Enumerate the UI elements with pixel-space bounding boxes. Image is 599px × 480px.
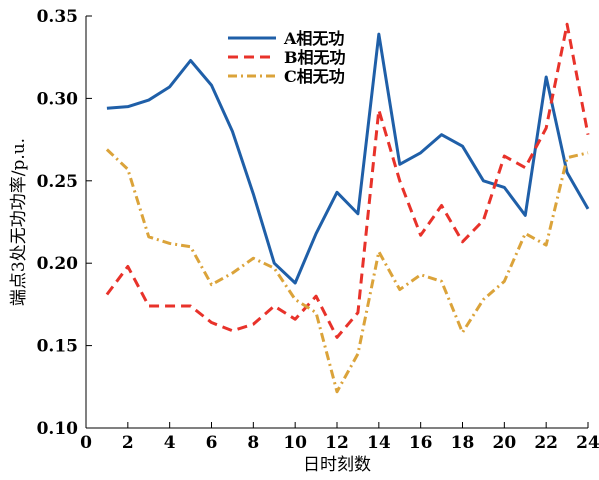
legend-label-2: B相无功 xyxy=(284,48,346,67)
legend-label-1: A相无功 xyxy=(283,29,344,48)
x-tick-label: 20 xyxy=(492,433,516,453)
series-line-3 xyxy=(105,148,589,394)
x-tick-label: 2 xyxy=(122,433,134,453)
legend-label-3: C相无功 xyxy=(284,67,345,86)
y-tick-label: 0.25 xyxy=(37,172,78,192)
x-tick-label: 8 xyxy=(247,433,259,453)
y-tick-label: 0.35 xyxy=(37,7,78,27)
y-tick-label: 0.20 xyxy=(37,254,79,274)
y-axis-title: 端点3处无功功率/p.u. xyxy=(9,138,29,306)
x-tick-label: 10 xyxy=(283,433,307,453)
x-axis-title: 日时刻数 xyxy=(303,455,371,475)
x-tick-label: 4 xyxy=(164,433,176,453)
x-tick-label: 18 xyxy=(451,433,475,453)
series-layer xyxy=(105,22,590,394)
x-tick-label: 0 xyxy=(80,433,92,453)
y-tick-label: 0.15 xyxy=(37,337,78,357)
x-tick-label: 22 xyxy=(534,433,558,453)
ticks-layer: 0 2 4 6 8 10 12 14 16 18 20 22 240.100.150.200.250.3… xyxy=(37,7,599,453)
x-tick-label: 6 xyxy=(206,433,218,453)
x-tick-label: 12 xyxy=(325,433,349,453)
y-tick-label: 0.30 xyxy=(37,89,79,109)
x-tick-label: 16 xyxy=(409,433,433,453)
series-line-2 xyxy=(105,22,590,339)
x-tick-label: 14 xyxy=(367,433,391,453)
y-tick-label: 0.10 xyxy=(37,419,79,439)
x-tick-label: 24 xyxy=(576,433,599,453)
series-line-1 xyxy=(106,32,590,285)
